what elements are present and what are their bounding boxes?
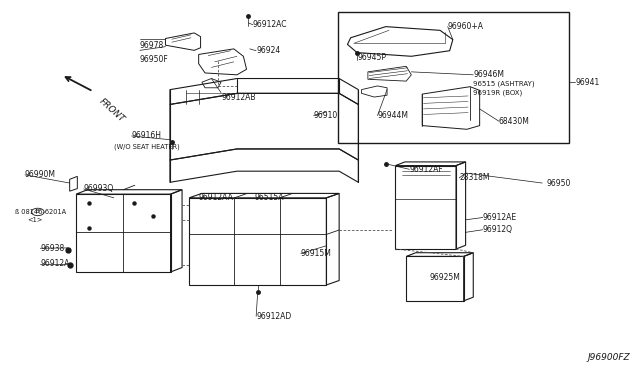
Text: 96912AB: 96912AB [221,93,255,102]
Text: 96960+A: 96960+A [448,22,484,31]
Text: (W/O SEAT HEATER): (W/O SEAT HEATER) [115,143,180,150]
Text: 96941: 96941 [575,78,600,87]
Text: 96950: 96950 [547,179,571,187]
Text: FRONT: FRONT [98,96,127,124]
Text: 96515 (ASHTRAY): 96515 (ASHTRAY) [473,81,535,87]
Text: 96944M: 96944M [378,111,408,120]
Text: 96945P: 96945P [357,52,386,61]
Text: 96912Q: 96912Q [483,225,513,234]
Text: J96900FZ: J96900FZ [587,353,630,362]
Text: <1>: <1> [28,217,43,223]
Text: 96912A: 96912A [40,259,70,268]
Text: 96915M: 96915M [301,249,332,258]
Text: 68430M: 68430M [499,117,530,126]
Text: 96924: 96924 [256,46,280,55]
Text: B: B [36,209,40,214]
Text: 28318M: 28318M [460,173,490,182]
Text: 96978: 96978 [140,41,164,51]
Text: 96912AC: 96912AC [253,20,287,29]
Text: 96946M: 96946M [473,70,504,79]
Text: 96912AA: 96912AA [198,193,234,202]
Text: 96990M: 96990M [25,170,56,179]
Text: 96912AF: 96912AF [410,165,443,174]
Text: 96950F: 96950F [140,55,169,64]
Text: 96919R (BOX): 96919R (BOX) [473,89,522,96]
Text: 96938: 96938 [40,244,65,253]
Text: 96910: 96910 [314,111,338,120]
Text: 96925M: 96925M [430,273,461,282]
Bar [338,12,569,143]
Text: 96912AE: 96912AE [483,213,517,222]
Text: 96912AD: 96912AD [256,312,291,321]
Text: 96916H: 96916H [132,131,162,141]
Text: ß 08146-6201A: ß 08146-6201A [15,209,66,215]
Text: 96993Q: 96993Q [84,185,114,193]
Text: 96515A: 96515A [254,193,284,202]
